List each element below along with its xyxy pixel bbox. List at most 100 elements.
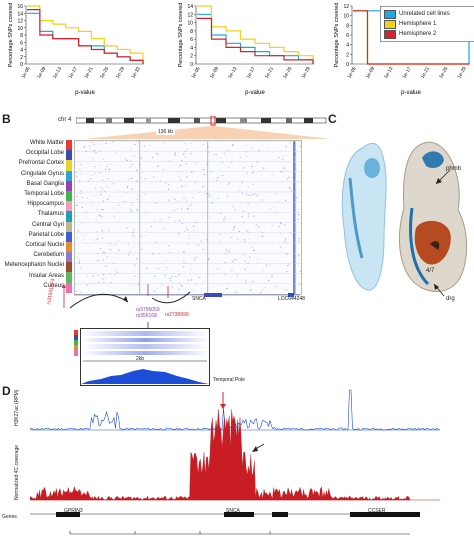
heatmap-cell [97, 260, 99, 262]
heatmap-cell [245, 144, 247, 146]
chart-2: Percentage SNPs covered p-value 0 2 4 6 8 10 12 1… [178, 3, 314, 96]
x-tick-label: 1e-09 [36, 66, 47, 80]
heatmap-cell [219, 241, 221, 243]
heatmap-cell [165, 182, 167, 184]
region-swatch [66, 201, 72, 212]
heatmap-cell [179, 220, 181, 221]
heatmap-cell [133, 229, 135, 230]
y-tick-label: 4 [20, 48, 23, 54]
heatmap-cell [253, 250, 255, 252]
heatmap-cell [286, 271, 288, 273]
heatmap-cell [133, 235, 135, 237]
heatmap-cell [76, 196, 78, 197]
region-swatch [66, 170, 72, 181]
heatmap-cell [291, 219, 293, 221]
heatmap-cell [223, 218, 225, 220]
heatmap-cell [161, 284, 163, 286]
gene-ccser [350, 512, 420, 517]
y-tick-label: 6 [190, 37, 193, 43]
heatmap-cell [109, 273, 111, 275]
heatmap-cell [94, 166, 96, 167]
heatmap-cell [174, 198, 176, 200]
heatmap-cell [192, 197, 194, 199]
heatmap-cell [271, 241, 273, 243]
x-tick-label: 1e-05 [20, 66, 31, 80]
heatmap-cell [279, 246, 281, 248]
heatmap-cell [85, 211, 87, 213]
heatmap-cell [140, 157, 142, 159]
chromosome-ideogram [76, 116, 327, 126]
heatmap-cell [280, 232, 282, 234]
heatmap-cell [106, 186, 108, 188]
heatmap-cell [101, 230, 103, 232]
heatmap-cell [280, 222, 282, 224]
heatmap-cell [111, 281, 113, 283]
heatmap-cell [215, 179, 217, 181]
heatmap-cell [269, 264, 271, 266]
heatmap-cell [299, 284, 301, 286]
region-label: Cortical Nuclei [25, 242, 64, 249]
heatmap-cell [233, 229, 235, 230]
region-label: Insular Areas [28, 272, 64, 279]
heatmap-cell [185, 163, 187, 165]
heatmap-cell [98, 281, 100, 283]
x-tick-label: 1e-13 [383, 66, 394, 80]
heatmap-cell [102, 159, 105, 160]
heatmap-cell [76, 256, 79, 258]
legend-swatch [384, 19, 396, 29]
embryo-images [341, 141, 468, 297]
heatmap-cell [211, 202, 213, 204]
heatmap-cell [125, 280, 127, 282]
heatmap-cell [166, 267, 168, 268]
heatmap-cell [134, 143, 136, 145]
heatmap-cell [207, 146, 209, 148]
heatmap-cell [261, 199, 263, 201]
heatmap-cell [154, 220, 156, 222]
heatmap-cell [112, 183, 114, 185]
heatmap-cell [237, 238, 239, 240]
y-tick-label: 10 [187, 21, 193, 27]
heatmap-cell [85, 243, 87, 245]
heatmap-cell [187, 279, 189, 281]
heatmap-cell [78, 262, 80, 264]
heatmap-cell [217, 268, 219, 270]
heatmap-cell [284, 241, 286, 242]
x-tick-label: 1e-21 [420, 66, 431, 80]
heatmap-cell [117, 205, 119, 207]
heatmap-cell [234, 209, 236, 211]
heatmap-cell [159, 219, 161, 221]
heatmap-cell [108, 169, 110, 171]
heatmap-cell [203, 169, 205, 170]
heatmap-cell [153, 290, 155, 292]
embryo-right [398, 141, 468, 292]
heatmap-cell [144, 213, 147, 215]
heatmap-cell [286, 178, 288, 180]
heatmap-cell [81, 173, 83, 175]
heatmap-cell [92, 157, 94, 159]
heatmap-cell [96, 231, 98, 233]
heatmap-cell [219, 233, 221, 235]
x-tick-label: 1e-17 [401, 66, 412, 80]
heatmap-cell [107, 178, 109, 180]
heatmap-cell [250, 289, 252, 291]
heatmap-cell [127, 254, 129, 256]
heatmap-cell [187, 208, 189, 210]
heatmap-cell [130, 285, 132, 286]
heatmap-cell [259, 170, 261, 172]
heatmap-cell [160, 180, 162, 182]
embryo-left [341, 142, 387, 291]
heatmap-cell [161, 262, 163, 264]
heatmap-cell [260, 292, 262, 293]
heatmap-cell [201, 186, 204, 188]
heatmap-cell [126, 160, 128, 162]
heatmap-cell [208, 151, 210, 153]
heatmap-cell [186, 176, 188, 178]
heatmap-cell [117, 189, 120, 190]
heatmap-cell [83, 146, 85, 148]
heatmap-cell [117, 271, 119, 273]
heatmap-cell [130, 159, 132, 161]
heatmap-cell [210, 170, 212, 172]
heatmap-cell [231, 269, 233, 271]
heatmap-cell [91, 141, 93, 143]
heatmap-cell [241, 216, 243, 218]
